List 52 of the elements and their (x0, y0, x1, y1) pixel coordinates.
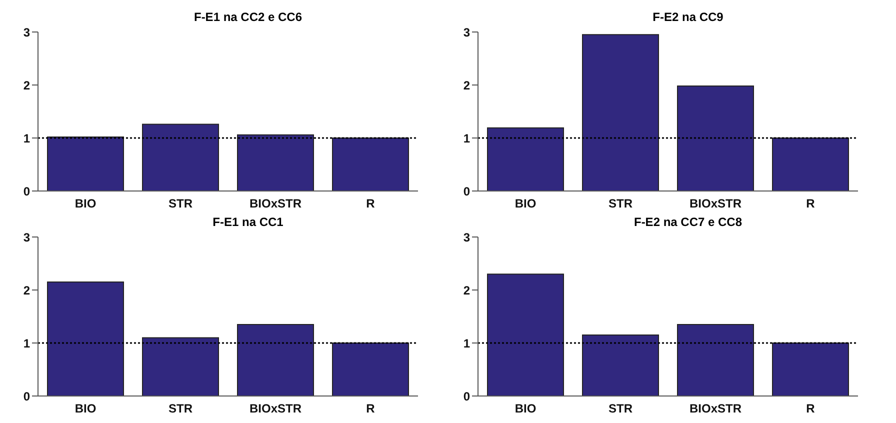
x-tick-label: STR (608, 196, 633, 211)
y-tick-label: 2 (463, 283, 470, 298)
chart-title: F-E1 na CC2 e CC6 (192, 9, 304, 26)
bar (332, 342, 409, 396)
y-tick-label: 2 (23, 283, 30, 298)
x-tick-label: BIOxSTR (249, 196, 302, 211)
bar (677, 324, 754, 396)
y-tick-label: 3 (23, 25, 30, 40)
y-tick-label: 1 (463, 131, 470, 146)
x-tick-label: STR (168, 196, 193, 211)
bar (582, 334, 659, 396)
y-tick-label: 2 (23, 78, 30, 92)
y-tick-label: 2 (463, 78, 470, 92)
bar (142, 124, 219, 191)
x-tick-label: STR (608, 402, 633, 416)
x-tick-label: BIOxSTR (249, 402, 302, 416)
chart-title: F-E2 na CC7 e CC8 (632, 214, 744, 231)
chart-title: F-E2 na CC9 (652, 9, 724, 26)
y-tick-label: 1 (23, 131, 30, 146)
bar (237, 324, 314, 396)
y-tick-label: 3 (463, 25, 470, 40)
bar (487, 127, 564, 191)
x-tick-label: BIOxSTR (689, 196, 742, 211)
bar (772, 342, 849, 396)
x-tick-label: BIO (74, 196, 96, 211)
y-tick-label: 0 (23, 389, 30, 404)
x-tick-label: R (806, 402, 816, 416)
bar (582, 34, 659, 191)
bar (237, 134, 314, 191)
bar (47, 282, 124, 396)
y-tick-label: 1 (463, 336, 470, 350)
bar (772, 138, 849, 191)
y-tick-label: 0 (463, 389, 470, 404)
bar (332, 138, 409, 191)
x-tick-label: R (366, 402, 376, 416)
y-tick-label: 3 (23, 230, 30, 244)
x-tick-label: BIO (514, 196, 536, 211)
x-tick-label: R (806, 196, 816, 211)
x-tick-label: R (366, 196, 376, 211)
y-tick-label: 0 (23, 184, 30, 198)
x-tick-label: STR (168, 402, 193, 416)
bar (142, 337, 219, 396)
x-tick-label: BIO (514, 402, 536, 416)
x-tick-label: BIO (74, 402, 96, 416)
chart-title: F-E1 na CC1 (212, 214, 284, 231)
y-tick-label: 0 (463, 184, 470, 198)
y-tick-label: 1 (23, 336, 30, 350)
bar (677, 86, 754, 191)
y-tick-label: 3 (463, 230, 470, 244)
x-tick-label: BIOxSTR (689, 402, 742, 416)
bar (47, 136, 124, 191)
bar (487, 274, 564, 396)
